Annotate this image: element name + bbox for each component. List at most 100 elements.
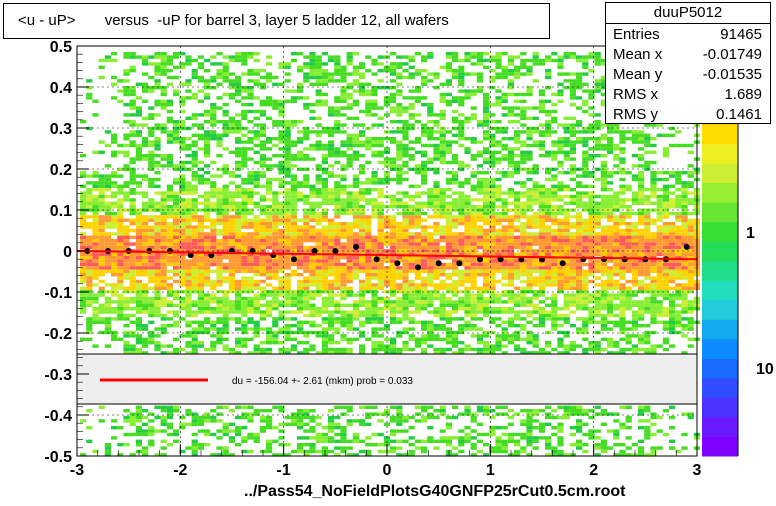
heatmap-cell [284,296,291,301]
heatmap-cell [173,259,180,263]
heatmap-cell [334,72,341,76]
heatmap-cell [278,160,285,165]
heatmap-cell [266,116,273,120]
heatmap-cell [408,58,415,63]
heatmap-cell [334,262,341,267]
heatmap-cell [377,235,384,239]
heatmap-cell [538,422,545,426]
heatmap-cell [228,228,235,233]
heatmap-cell [532,307,539,311]
heatmap-cell [216,232,223,236]
heatmap-cell [129,266,136,270]
heatmap-cell [495,449,502,454]
heatmap-cell [303,157,310,161]
heatmap-cell [86,317,93,321]
heatmap-cell [148,337,155,341]
heatmap-cell [359,86,366,90]
heatmap-cell [142,55,149,59]
heatmap-cell [545,269,552,273]
heatmap-cell [483,116,490,120]
heatmap-cell [464,279,471,284]
heatmap-cell [526,303,533,307]
heatmap-cell [191,164,198,168]
heatmap-cell [501,211,508,216]
heatmap-cell [259,113,266,117]
heatmap-cell [489,133,496,137]
heatmap-cell [197,201,204,205]
heatmap-cell [545,262,552,267]
heatmap-cell [377,259,384,263]
heatmap-cell [514,130,521,134]
heatmap-cell [253,201,260,205]
heatmap-cell [253,232,260,236]
heatmap-cell [408,140,415,144]
heatmap-cell [216,330,223,335]
heatmap-cell [290,412,297,416]
heatmap-cell [228,72,235,76]
heatmap-cell [545,133,552,137]
heatmap-cell [359,324,366,328]
heatmap-cell [266,273,273,277]
heatmap-cell [222,313,229,318]
heatmap-cell [266,310,273,314]
heatmap-cell [532,143,539,148]
heatmap-cell [235,429,242,433]
heatmap-cell [483,279,490,284]
heatmap-cell [340,320,347,324]
heatmap-cell [309,205,316,209]
heatmap-cell [290,293,297,297]
heatmap-cell [98,405,105,409]
heatmap-cell [309,232,316,236]
heatmap-cell [117,256,124,260]
heatmap-cell [80,307,87,311]
heatmap-cell [439,303,446,307]
heatmap-cell [179,273,186,277]
heatmap-cell [452,317,459,321]
heatmap-cell [210,218,217,222]
heatmap-cell [253,245,260,250]
heatmap-cell [309,245,316,250]
heatmap-cell [545,252,552,256]
heatmap-cell [545,113,552,117]
heatmap-cell [470,429,477,433]
heatmap-cell [278,310,285,314]
heatmap-cell [148,157,155,161]
heatmap-cell [123,150,130,154]
heatmap-cell [160,205,167,209]
heatmap-cell [551,303,558,307]
heatmap-cell [148,262,155,267]
heatmap-cell [216,208,223,212]
heatmap-cell [284,324,291,328]
heatmap-cell [290,419,297,423]
heatmap-cell [278,106,285,110]
heatmap-cell [476,235,483,239]
heatmap-cell [154,283,161,287]
heatmap-cell [290,317,297,321]
heatmap-cell [439,133,446,137]
heatmap-cell [501,232,508,236]
heatmap-cell [402,252,409,256]
heatmap-cell [111,239,118,243]
heatmap-cell [235,405,242,409]
heatmap-cell [222,198,229,202]
heatmap-cell [266,218,273,222]
heatmap-cell [86,286,93,290]
heatmap-cell [352,273,359,277]
heatmap-cell [160,422,167,426]
heatmap-cell [247,449,254,454]
heatmap-cell [489,256,496,260]
heatmap-cell [507,239,514,243]
heatmap-cell [501,249,508,253]
heatmap-cell [352,137,359,141]
heatmap-cell [563,52,570,56]
heatmap-cell [439,140,446,144]
heatmap-cell [390,99,397,103]
heatmap-cell [235,191,242,195]
heatmap-cell [216,320,223,324]
heatmap-cell [334,211,341,216]
heatmap-cell [309,109,316,114]
heatmap-cell [545,126,552,131]
heatmap-cell [135,225,142,229]
heatmap-cell [458,303,465,307]
heatmap-cell [532,290,539,294]
